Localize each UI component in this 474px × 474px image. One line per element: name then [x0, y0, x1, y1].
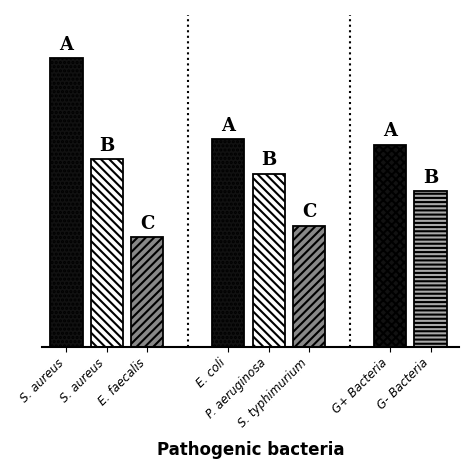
Text: B: B [261, 151, 276, 169]
Text: B: B [423, 169, 438, 187]
Text: A: A [383, 122, 397, 140]
Bar [212, 139, 245, 346]
Bar [131, 237, 164, 346]
X-axis label: Pathogenic bacteria: Pathogenic bacteria [157, 441, 344, 459]
Bar [253, 173, 285, 346]
Bar [91, 159, 123, 346]
Text: C: C [302, 203, 317, 221]
Text: A: A [221, 117, 235, 135]
Bar [374, 145, 406, 346]
Bar [293, 226, 326, 346]
Bar [414, 191, 447, 346]
Text: C: C [140, 215, 155, 233]
Text: B: B [99, 137, 114, 155]
Bar [50, 58, 82, 346]
Text: A: A [59, 36, 73, 54]
